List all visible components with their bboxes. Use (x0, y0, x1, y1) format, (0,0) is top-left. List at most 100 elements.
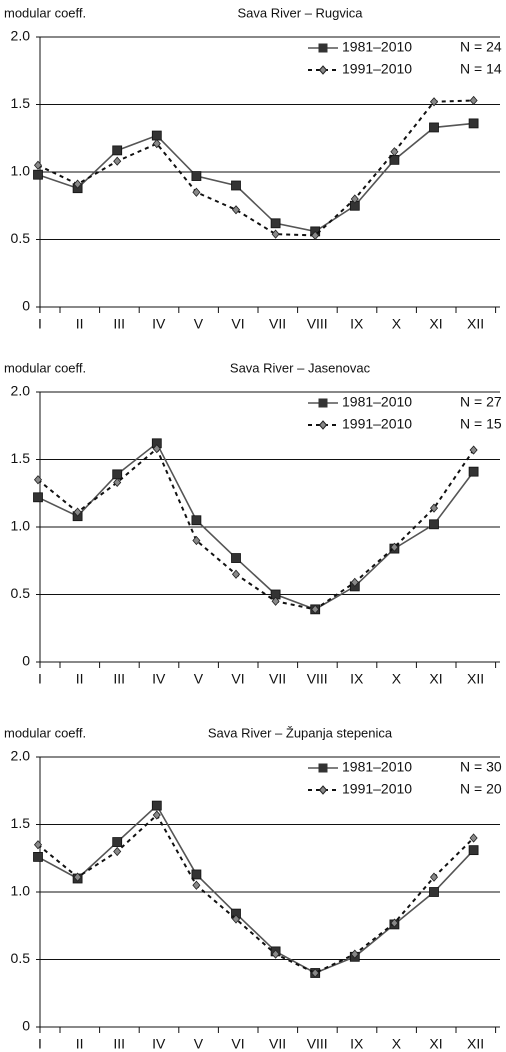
point (231, 553, 241, 563)
y-axis-label: modular coeff. (4, 5, 86, 20)
y-tick-label: 0.5 (11, 950, 31, 966)
legend-note: N = 24 (460, 39, 502, 55)
x-tick-label: IX (350, 316, 364, 332)
point (350, 949, 359, 959)
point (271, 229, 280, 239)
legend-marker (318, 785, 328, 795)
x-tick-label: VIII (307, 1036, 328, 1052)
point (270, 218, 281, 229)
legend-note: N = 27 (460, 394, 502, 410)
x-tick-label: XII (467, 671, 484, 687)
point (469, 95, 478, 106)
x-tick-label: I (38, 1036, 42, 1052)
point (113, 156, 122, 166)
x-tick-label: XII (467, 1036, 484, 1052)
point (33, 852, 43, 862)
point (33, 475, 43, 485)
point (73, 872, 82, 882)
point (390, 918, 399, 928)
legend-label: 1981–2010 (342, 39, 412, 55)
x-tick-label: X (392, 316, 402, 332)
x-tick-label: X (392, 671, 402, 687)
x-tick-label: VI (231, 1036, 244, 1052)
y-tick-label: 0 (22, 298, 30, 314)
series-line (37, 804, 475, 974)
x-tick-label: V (194, 1036, 204, 1052)
x-tick-label: XI (429, 1036, 442, 1052)
point (112, 837, 123, 847)
y-tick-label: 2.0 (11, 383, 31, 399)
point (191, 515, 202, 526)
y-tick-label: 1.5 (11, 815, 31, 831)
x-tick-label: I (38, 316, 42, 332)
y-axis-label: modular coeff. (4, 360, 86, 375)
x-tick-label: VI (231, 316, 244, 332)
x-tick-label: II (76, 316, 84, 332)
point (390, 542, 399, 552)
x-tick-label: VII (269, 1036, 286, 1052)
x-tick-label: IV (152, 671, 166, 687)
x-tick-label: III (113, 316, 125, 332)
point (192, 880, 201, 890)
x-tick-label: VI (231, 671, 244, 687)
point (152, 139, 161, 149)
legend-marker (318, 398, 328, 408)
y-axis-label: modular coeff. (4, 725, 86, 740)
point (73, 507, 82, 517)
legend-note: N = 14 (460, 61, 502, 77)
point (429, 122, 439, 133)
point (192, 187, 201, 197)
legend-label: 1991–2010 (342, 61, 412, 77)
point (469, 445, 478, 455)
point (468, 466, 479, 477)
legend-note: N = 15 (460, 416, 502, 432)
chart-title: Sava River – Jasenovac (230, 360, 371, 375)
x-tick-label: XII (467, 316, 484, 332)
point (231, 180, 241, 191)
point (429, 872, 439, 882)
x-tick-label: XI (429, 671, 442, 687)
series-line (37, 447, 475, 611)
legend-label: 1981–2010 (342, 394, 412, 410)
legend-marker (318, 43, 328, 53)
point (429, 503, 439, 513)
y-tick-label: 1.5 (11, 450, 31, 466)
y-tick-label: 1.5 (11, 95, 31, 111)
point (468, 118, 479, 129)
series-line (37, 99, 474, 237)
x-tick-label: III (113, 1036, 125, 1052)
x-tick-label: V (194, 316, 204, 332)
point (350, 577, 359, 587)
y-tick-label: 2.0 (11, 748, 31, 764)
point (231, 205, 241, 215)
y-tick-label: 0 (22, 653, 30, 669)
legend-label: 1991–2010 (342, 416, 412, 432)
y-tick-label: 0 (22, 1018, 30, 1034)
point (429, 887, 439, 897)
legend-label: 1981–2010 (342, 759, 412, 775)
point (33, 492, 43, 503)
point (33, 840, 43, 850)
point (191, 869, 202, 880)
point (113, 477, 122, 488)
point (191, 171, 202, 181)
x-tick-label: IV (152, 1036, 166, 1052)
point (231, 914, 241, 924)
point (311, 230, 320, 241)
point (469, 833, 478, 843)
point (73, 179, 82, 189)
legend-marker (318, 420, 328, 430)
legend-marker (318, 763, 328, 773)
legend-label: 1991–2010 (342, 781, 412, 797)
point (112, 469, 123, 480)
point (33, 169, 43, 180)
x-tick-label: VII (269, 671, 286, 687)
x-tick-label: IV (152, 316, 166, 332)
x-tick-label: VII (269, 316, 286, 332)
point (350, 194, 359, 204)
point (151, 130, 162, 141)
chart: modular coeff. Sava River – Jasenovac 0 0.5… (4, 360, 502, 686)
y-tick-label: 1.0 (11, 163, 31, 179)
